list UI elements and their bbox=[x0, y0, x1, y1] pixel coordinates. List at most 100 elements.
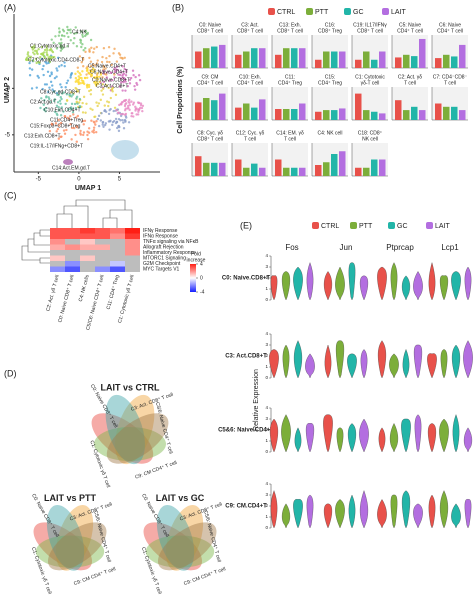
cell-dot bbox=[77, 78, 81, 81]
cell-dot bbox=[75, 116, 78, 119]
cell-dot bbox=[70, 138, 73, 141]
cell-dot bbox=[45, 51, 48, 54]
venn-title: LAIT vs GC bbox=[156, 493, 205, 503]
cell-dot bbox=[121, 112, 125, 116]
cell-dot bbox=[28, 67, 32, 70]
cell-dot bbox=[43, 99, 46, 102]
cell-dot bbox=[56, 101, 60, 104]
heat-cell bbox=[50, 250, 65, 256]
cell-dot bbox=[35, 61, 38, 65]
violin bbox=[336, 427, 344, 453]
cell-dot bbox=[30, 68, 34, 71]
venn-set bbox=[46, 504, 85, 571]
cell-dot bbox=[68, 118, 71, 121]
cell-dot bbox=[66, 116, 69, 119]
facet-title: C10: Exh. bbox=[239, 74, 261, 80]
cell-dot bbox=[141, 104, 145, 108]
cell-dot bbox=[85, 73, 88, 76]
cell-dot bbox=[41, 53, 45, 56]
cell-dot bbox=[45, 44, 48, 48]
cell-dot bbox=[52, 41, 55, 45]
cell-dot bbox=[43, 48, 47, 52]
cell-dot bbox=[112, 109, 115, 113]
bar bbox=[323, 51, 330, 68]
cell-dot bbox=[111, 78, 114, 82]
violin bbox=[390, 262, 398, 301]
venn-set bbox=[165, 504, 204, 571]
heat-cell bbox=[80, 233, 95, 239]
bar bbox=[219, 162, 226, 176]
cell-dot bbox=[87, 83, 91, 87]
column-label: C0: Naive CD8⁺ T cell bbox=[57, 274, 76, 323]
heat-cell bbox=[65, 233, 80, 239]
cell-dot bbox=[99, 71, 102, 74]
legend-label: PTT bbox=[315, 9, 329, 16]
cell-dot bbox=[63, 61, 66, 64]
bar bbox=[283, 48, 290, 68]
bar bbox=[411, 106, 418, 120]
bar bbox=[331, 154, 338, 176]
legend-swatch bbox=[388, 222, 395, 229]
facet-title: CD8⁺ T cell bbox=[277, 28, 303, 34]
cell-dot bbox=[48, 48, 52, 52]
cell-dot bbox=[125, 70, 128, 74]
cell-dot bbox=[97, 114, 101, 118]
bar bbox=[235, 107, 242, 120]
cell-dot bbox=[56, 69, 59, 72]
cell-dot bbox=[48, 97, 51, 101]
cell-dot bbox=[122, 81, 125, 84]
facet-title: C3: Act. bbox=[241, 22, 259, 28]
cell-dot bbox=[36, 74, 39, 78]
cell-dot bbox=[82, 123, 85, 126]
cell-dot bbox=[81, 35, 85, 38]
bar bbox=[443, 106, 450, 120]
cell-dot bbox=[59, 121, 63, 125]
heat-cell bbox=[125, 228, 140, 234]
cell-dot bbox=[91, 67, 95, 70]
cell-dot bbox=[75, 87, 78, 91]
cell-dot bbox=[101, 120, 105, 124]
cluster-label: C19:IL-17/IFNg+CD8+T bbox=[30, 143, 83, 149]
facet-title: C8: Cyc. γδ bbox=[197, 130, 223, 136]
heat-cell bbox=[65, 239, 80, 245]
bar bbox=[315, 111, 322, 120]
cell-dot bbox=[59, 135, 63, 139]
bar bbox=[331, 51, 338, 68]
cluster-label: C2:Act.gd.T bbox=[30, 99, 56, 105]
cell-dot bbox=[108, 60, 111, 64]
heat-cell bbox=[65, 255, 80, 261]
bar bbox=[291, 48, 298, 68]
heat-cell bbox=[110, 250, 125, 256]
heat-cell bbox=[65, 228, 80, 234]
cell-dot bbox=[33, 52, 36, 56]
legend-swatch bbox=[306, 8, 313, 15]
cell-dot bbox=[59, 45, 62, 49]
cell-dot bbox=[81, 101, 84, 105]
cell-dot bbox=[119, 56, 122, 59]
cell-dot bbox=[78, 97, 82, 101]
cell-dot bbox=[75, 31, 78, 35]
cell-dot bbox=[71, 93, 75, 96]
dendrogram bbox=[21, 199, 133, 264]
violin bbox=[323, 503, 333, 529]
cell-dot bbox=[79, 73, 82, 77]
y-tick-label: 4 bbox=[265, 253, 268, 258]
y-tick-label: 2 bbox=[265, 427, 268, 432]
bar bbox=[403, 54, 410, 68]
cell-dot bbox=[141, 109, 144, 113]
cell-dot bbox=[46, 54, 49, 57]
cell-dot bbox=[96, 104, 99, 108]
cell-dot bbox=[30, 87, 34, 90]
cell-dot bbox=[117, 117, 121, 121]
cell-dot bbox=[73, 37, 76, 40]
cell-dot bbox=[57, 93, 60, 97]
cell-dot bbox=[107, 101, 111, 104]
bar bbox=[259, 99, 266, 120]
cell-dot bbox=[102, 125, 105, 128]
y-tick-label: 0 bbox=[265, 297, 268, 302]
cell-dot bbox=[75, 45, 79, 48]
cluster-label: C5:Naive.CD4+T bbox=[88, 63, 126, 69]
cell-dot bbox=[100, 89, 103, 92]
cell-dot bbox=[77, 75, 80, 78]
cell-dot bbox=[44, 60, 47, 64]
